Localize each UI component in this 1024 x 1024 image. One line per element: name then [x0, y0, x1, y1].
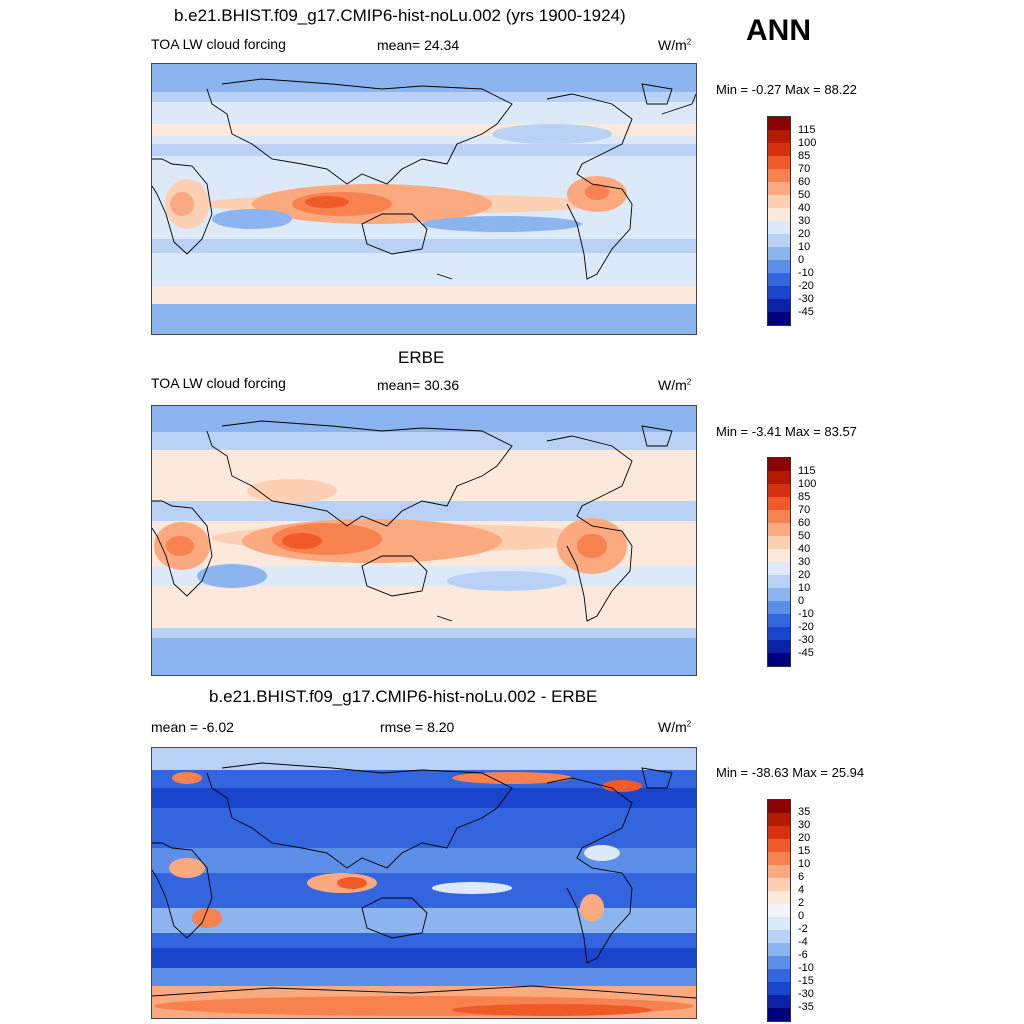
colorbar-label: 0: [798, 910, 805, 922]
colorbar-label: 30: [798, 215, 811, 227]
colorbar-label: 20: [798, 832, 811, 844]
colorbar-label: -20: [798, 621, 814, 633]
colorbar-label: 70: [798, 504, 811, 516]
colorbar-label: 100: [798, 137, 817, 149]
colorbar-label: 85: [798, 491, 811, 503]
colorbar-label: -45: [798, 306, 814, 318]
panel1-map: [151, 63, 697, 335]
panel1-colorbar: [767, 116, 791, 326]
colorbar-label: 10: [798, 582, 811, 594]
colorbar-label: 0: [798, 254, 805, 266]
colorbar-label: 6: [798, 871, 805, 883]
colorbar-label: 35: [798, 806, 811, 818]
colorbar-label: -10: [798, 608, 814, 620]
colorbar-label: -15: [798, 975, 814, 987]
panel3-mean: mean = -6.02: [151, 719, 234, 735]
colorbar-label: 20: [798, 569, 811, 581]
panel2-title: ERBE: [398, 348, 445, 367]
colorbar-label: 20: [798, 228, 811, 240]
colorbar-label: 100: [798, 478, 817, 490]
colorbar-label: 50: [798, 189, 811, 201]
panel1-minmax: Min = -0.27 Max = 88.22: [716, 82, 857, 97]
colorbar-label: 115: [798, 465, 816, 477]
panel3-title: b.e21.BHIST.f09_g17.CMIP6-hist-noLu.002 …: [209, 687, 598, 706]
colorbar-label: 10: [798, 241, 811, 253]
colorbar-label: 10: [798, 858, 811, 870]
colorbar-label: -30: [798, 634, 814, 646]
colorbar-label: 30: [798, 556, 811, 568]
panel2-field-label: TOA LW cloud forcing: [151, 375, 286, 391]
panel2-mean: mean= 30.36: [377, 377, 460, 393]
colorbar-label: -35: [798, 1001, 814, 1013]
colorbar-label: -2: [798, 923, 808, 935]
colorbar-label: -30: [798, 293, 814, 305]
panel1-unit: W/m2: [658, 37, 692, 53]
colorbar-label: 4: [798, 884, 805, 896]
colorbar-label: 40: [798, 543, 811, 555]
colorbar-label: 40: [798, 202, 811, 214]
colorbar-label: 30: [798, 819, 811, 831]
panel1-mean: mean= 24.34: [377, 37, 460, 53]
panel2-unit: W/m2: [658, 377, 692, 393]
panel3-rmse: rmse = 8.20: [380, 719, 455, 735]
panel1-title: b.e21.BHIST.f09_g17.CMIP6-hist-noLu.002 …: [174, 6, 626, 25]
colorbar-label: 15: [798, 845, 811, 857]
colorbar-label: 85: [798, 150, 811, 162]
panel2-colorbar: [767, 457, 791, 667]
colorbar-label: -6: [798, 949, 808, 961]
colorbar-label: -30: [798, 988, 814, 1000]
colorbar-label: 70: [798, 163, 811, 175]
panel3-colorbar: [767, 799, 791, 1022]
colorbar-label: -4: [798, 936, 808, 948]
panel3-minmax: Min = -38.63 Max = 25.94: [716, 765, 865, 780]
colorbar-label: -20: [798, 280, 814, 292]
colorbar-label: 2: [798, 897, 805, 909]
colorbar-label: -10: [798, 267, 814, 279]
colorbar-label: 60: [798, 517, 811, 529]
panel3-map: [151, 747, 697, 1019]
season-label: ANN: [746, 14, 811, 47]
colorbar-label: 50: [798, 530, 811, 542]
colorbar-label: 115: [798, 124, 816, 136]
panel2-minmax: Min = -3.41 Max = 83.57: [716, 424, 857, 439]
panel2-map: [151, 405, 697, 676]
colorbar-label: 0: [798, 595, 805, 607]
colorbar-label: 60: [798, 176, 811, 188]
colorbar-label: -10: [798, 962, 814, 974]
panel1-field-label: TOA LW cloud forcing: [151, 36, 286, 52]
colorbar-label: -45: [798, 647, 814, 659]
panel3-unit: W/m2: [658, 719, 692, 735]
